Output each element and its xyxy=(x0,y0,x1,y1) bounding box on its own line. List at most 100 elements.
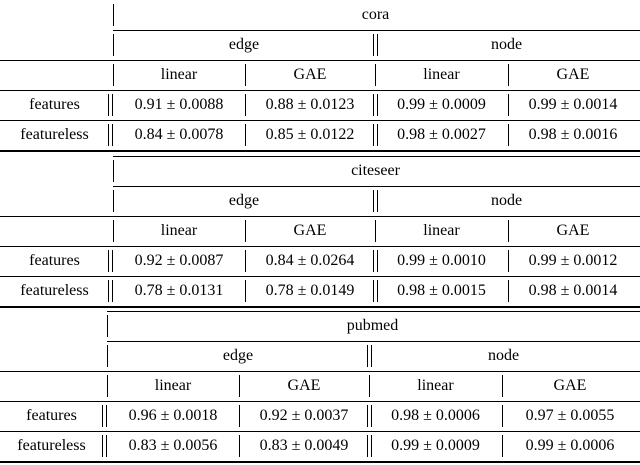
col-rule xyxy=(373,280,374,302)
group-header: edge xyxy=(228,192,260,209)
col-rule xyxy=(373,250,374,272)
method-header: GAE xyxy=(553,377,587,394)
col-rule xyxy=(239,435,240,457)
row-label: features xyxy=(26,407,77,424)
col-rule xyxy=(377,190,378,212)
rule xyxy=(0,60,640,61)
col-rule xyxy=(377,280,378,302)
rule xyxy=(0,246,640,247)
method-header: linear xyxy=(160,66,198,83)
col-rule xyxy=(113,4,114,26)
rule xyxy=(0,401,640,402)
cell-value: 0.99 ± 0.0014 xyxy=(528,96,618,113)
cell-value: 0.98 ± 0.0016 xyxy=(528,126,618,143)
col-rule xyxy=(508,250,509,272)
col-rule xyxy=(113,160,114,182)
cell-value: 0.83 ± 0.0049 xyxy=(259,437,349,454)
dataset-name: citeseer xyxy=(351,162,400,179)
col-rule xyxy=(502,405,503,427)
col-rule xyxy=(113,64,114,86)
col-rule xyxy=(112,280,113,302)
cell-value: 0.85 ± 0.0122 xyxy=(265,126,355,143)
col-rule xyxy=(508,124,509,146)
group-header: node xyxy=(490,36,523,53)
cell-value: 0.97 ± 0.0055 xyxy=(525,407,615,424)
col-rule xyxy=(102,405,103,427)
row-label: features xyxy=(29,96,80,113)
col-rule xyxy=(113,34,114,56)
col-rule xyxy=(508,220,509,242)
rule xyxy=(113,186,640,187)
cell-value: 0.99 ± 0.0012 xyxy=(528,252,618,269)
col-rule xyxy=(508,94,509,116)
col-rule xyxy=(377,94,378,116)
col-rule xyxy=(106,405,107,427)
cell-value: 0.84 ± 0.0078 xyxy=(134,126,224,143)
col-rule xyxy=(245,94,246,116)
col-rule xyxy=(373,190,374,212)
cell-value: 0.99 ± 0.0009 xyxy=(391,437,480,454)
rule xyxy=(0,306,640,308)
method-header: linear xyxy=(160,222,198,239)
rule xyxy=(0,120,640,121)
col-rule xyxy=(108,94,109,116)
cell-value: 0.83 ± 0.0056 xyxy=(128,437,218,454)
row-label: featureless xyxy=(20,126,89,143)
col-rule xyxy=(367,405,368,427)
col-rule xyxy=(112,250,113,272)
dataset-name: cora xyxy=(361,6,390,23)
col-rule xyxy=(113,190,114,212)
method-header: linear xyxy=(417,377,454,394)
method-header: linear xyxy=(423,66,460,83)
method-header: linear xyxy=(423,222,460,239)
col-rule xyxy=(245,124,246,146)
rule xyxy=(0,431,640,432)
method-header: GAE xyxy=(293,66,327,83)
col-rule xyxy=(508,64,509,86)
col-rule xyxy=(508,280,509,302)
col-rule xyxy=(373,34,374,56)
col-rule xyxy=(502,435,503,457)
rule xyxy=(0,216,640,217)
method-header: GAE xyxy=(556,66,590,83)
group-header: edge xyxy=(228,36,260,53)
cell-value: 0.88 ± 0.0123 xyxy=(265,96,355,113)
method-header: linear xyxy=(154,377,192,394)
col-rule xyxy=(112,94,113,116)
group-header: node xyxy=(487,347,520,364)
group-header: edge xyxy=(222,347,254,364)
cell-value: 0.78 ± 0.0149 xyxy=(265,282,355,299)
col-rule xyxy=(502,375,503,397)
cell-value: 0.96 ± 0.0018 xyxy=(128,407,218,424)
col-rule xyxy=(377,250,378,272)
col-rule xyxy=(107,345,108,367)
col-rule xyxy=(367,345,368,367)
cell-value: 0.99 ± 0.0010 xyxy=(397,252,486,269)
col-rule xyxy=(107,375,108,397)
col-rule xyxy=(112,124,113,146)
col-rule xyxy=(108,250,109,272)
rule xyxy=(0,371,640,372)
row-label: featureless xyxy=(17,437,86,454)
dataset-name: pubmed xyxy=(346,317,399,334)
col-rule xyxy=(107,315,108,337)
rule xyxy=(113,30,640,31)
rule xyxy=(107,341,640,342)
cell-value: 0.91 ± 0.0088 xyxy=(134,96,224,113)
col-rule xyxy=(377,124,378,146)
cell-value: 0.78 ± 0.0131 xyxy=(134,282,224,299)
cell-value: 0.99 ± 0.0006 xyxy=(525,437,615,454)
col-rule xyxy=(108,280,109,302)
rule xyxy=(0,90,640,91)
col-rule xyxy=(245,220,246,242)
col-rule xyxy=(245,64,246,86)
col-rule xyxy=(369,375,370,397)
row-label: features xyxy=(29,252,80,269)
col-rule xyxy=(371,345,372,367)
col-rule xyxy=(377,34,378,56)
col-rule xyxy=(375,220,376,242)
rule xyxy=(0,461,640,463)
group-header: node xyxy=(490,192,523,209)
col-rule xyxy=(375,64,376,86)
